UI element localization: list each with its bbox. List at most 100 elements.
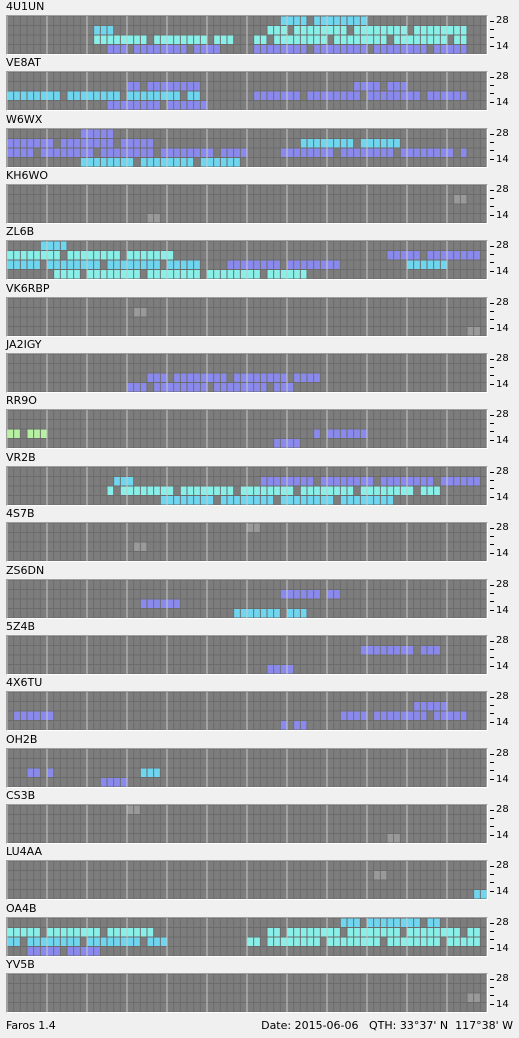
signal-cell [140, 35, 147, 44]
signal-cell [294, 35, 300, 44]
signal-cell [394, 26, 400, 35]
scale-label-top: 28 [496, 578, 509, 590]
signal-cell [354, 26, 360, 35]
signal-cell [407, 251, 414, 260]
signal-cell [127, 805, 134, 814]
propagation-grid[interactable] [6, 634, 488, 675]
signal-cell [147, 599, 154, 608]
signal-cell [467, 993, 474, 1002]
propagation-grid[interactable] [6, 747, 488, 788]
propagation-grid[interactable] [6, 409, 488, 450]
signal-cell [194, 260, 200, 270]
signal-cell [380, 138, 387, 148]
signal-cell [327, 91, 334, 101]
signal-cell [294, 608, 300, 617]
signal-cell [354, 45, 360, 54]
signal-cell [387, 711, 394, 721]
signal-cell [394, 476, 400, 486]
signal-cell [120, 45, 127, 54]
signal-cell [114, 91, 120, 101]
propagation-grid[interactable] [6, 465, 488, 506]
signal-cell [420, 476, 427, 486]
signal-cell [180, 101, 187, 110]
propagation-grid[interactable] [6, 522, 488, 563]
scale-label-bottom: 14 [496, 379, 509, 391]
propagation-grid[interactable] [6, 127, 488, 168]
signal-cell [160, 148, 167, 157]
signal-cell [94, 91, 100, 101]
propagation-grid[interactable] [6, 972, 488, 1013]
signal-cell [274, 35, 280, 44]
propagation-grid[interactable] [6, 860, 488, 901]
signal-cell [187, 383, 194, 392]
signal-cell [434, 702, 440, 711]
signal-cell [34, 927, 40, 937]
propagation-grid[interactable] [6, 691, 488, 732]
signal-cell [40, 429, 47, 439]
signal-cell [320, 91, 327, 101]
signal-cell [260, 91, 267, 101]
scale-label-top: 28 [496, 296, 509, 308]
signal-cell [87, 270, 94, 279]
signal-cell [47, 768, 54, 777]
signal-cell [380, 495, 387, 505]
signal-cell [434, 711, 440, 721]
signal-cell [167, 157, 174, 167]
signal-cell [7, 429, 14, 439]
signal-cell [460, 195, 467, 204]
signal-cell [80, 946, 87, 956]
signal-cell [434, 35, 440, 44]
propagation-grid-svg [7, 354, 487, 393]
propagation-grid-svg [7, 16, 487, 54]
signal-cell [107, 148, 114, 157]
signal-cell [280, 476, 287, 486]
signal-cell [160, 486, 167, 495]
scale-label-top: 28 [496, 353, 509, 365]
signal-cell [307, 35, 314, 44]
signal-cell [227, 35, 234, 44]
signal-cell [360, 429, 367, 439]
signal-cell [187, 148, 194, 157]
scale-label-top: 28 [496, 747, 509, 759]
signal-cell [320, 495, 327, 505]
signal-cell [314, 91, 320, 101]
signal-cell [300, 138, 307, 148]
signal-cell [220, 486, 227, 495]
signal-cell [40, 91, 47, 101]
signal-cell [307, 260, 314, 270]
signal-cell [447, 927, 454, 937]
signal-cell [214, 35, 220, 44]
signal-cell [194, 35, 200, 44]
signal-cell [174, 260, 180, 270]
signal-cell [34, 251, 40, 260]
signal-cell [120, 35, 127, 44]
signal-cell [440, 711, 447, 721]
signal-cell [147, 486, 154, 495]
propagation-grid[interactable] [6, 296, 488, 337]
propagation-grid-svg [7, 692, 487, 731]
signal-cell [314, 35, 320, 44]
signal-cell [127, 91, 134, 101]
scale-label-top: 28 [496, 522, 509, 534]
propagation-grid[interactable] [6, 803, 488, 844]
propagation-grid[interactable] [6, 184, 488, 225]
propagation-grid[interactable] [6, 240, 488, 281]
propagation-grid[interactable] [6, 353, 488, 394]
signal-cell [114, 260, 120, 270]
band-scale: 28 14 [490, 579, 519, 619]
scale-tick [490, 158, 494, 160]
signal-cell [120, 270, 127, 279]
signal-cell [347, 486, 354, 495]
propagation-grid[interactable] [6, 916, 488, 957]
signal-cell [94, 129, 100, 138]
propagation-grid-svg [7, 523, 487, 562]
signal-cell [127, 157, 134, 167]
propagation-grid[interactable] [6, 71, 488, 112]
signal-cell [254, 270, 260, 279]
signal-cell [440, 702, 447, 711]
propagation-grid[interactable] [6, 15, 488, 55]
signal-cell [300, 270, 307, 279]
signal-cell [87, 91, 94, 101]
signal-cell [254, 523, 260, 533]
propagation-grid[interactable] [6, 578, 488, 619]
